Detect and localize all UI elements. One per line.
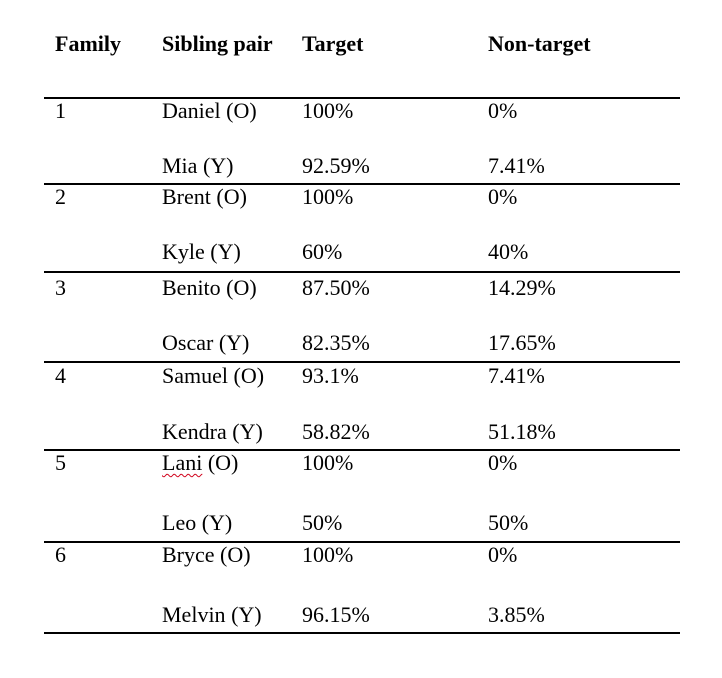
- non-target-value: 14.29%: [488, 275, 556, 300]
- header-family: Family: [55, 31, 121, 56]
- sibling-name: Lani (O): [162, 450, 238, 476]
- family-number: 3: [55, 275, 66, 300]
- non-target-value: 17.65%: [488, 330, 556, 355]
- header-target: Target: [302, 31, 364, 56]
- row-divider: [44, 541, 680, 543]
- header-sibling-pair: Sibling pair: [162, 31, 273, 56]
- sibling-first-name: Bryce: [162, 542, 215, 567]
- sibling-order: (Y): [218, 330, 250, 355]
- header-non-target: Non-target: [488, 31, 591, 56]
- non-target-value: 0%: [488, 98, 518, 123]
- sibling-order: (O): [233, 363, 265, 388]
- sibling-first-name: Melvin: [162, 602, 226, 627]
- sibling-first-name: Benito: [162, 275, 221, 300]
- target-value: 87.50%: [302, 275, 370, 300]
- row-divider: [44, 361, 680, 363]
- sibling-first-name: Leo: [162, 510, 197, 535]
- sibling-order: (O): [226, 275, 257, 300]
- target-value: 100%: [302, 184, 354, 209]
- sibling-order: (O): [220, 542, 251, 567]
- sibling-first-name: Samuel: [162, 363, 228, 388]
- sibling-name: Mia (Y): [162, 153, 234, 179]
- sibling-name: Melvin (Y): [162, 602, 262, 628]
- sibling-name: Oscar (Y): [162, 330, 249, 356]
- target-value: 100%: [302, 542, 354, 567]
- target-value: 93.1%: [302, 363, 359, 388]
- table-bottom-rule: [44, 632, 680, 634]
- family-number: 6: [55, 542, 66, 567]
- sibling-name: Daniel (O): [162, 98, 257, 124]
- sibling-order: (Y): [210, 239, 241, 264]
- row-divider: [44, 271, 680, 273]
- target-value: 92.59%: [302, 153, 370, 178]
- spellcheck-flagged-name[interactable]: Lani: [162, 450, 203, 475]
- sibling-first-name: Kyle: [162, 239, 205, 264]
- non-target-value: 0%: [488, 184, 518, 209]
- family-number: 4: [55, 363, 66, 388]
- target-value: 100%: [302, 98, 354, 123]
- sibling-name: Kendra (Y): [162, 419, 263, 445]
- target-value: 82.35%: [302, 330, 370, 355]
- target-value: 100%: [302, 450, 354, 475]
- sibling-first-name: Kendra: [162, 419, 227, 444]
- target-value: 60%: [302, 239, 343, 264]
- sibling-order: (O): [226, 98, 257, 123]
- target-value: 58.82%: [302, 419, 370, 444]
- sibling-name: Samuel (O): [162, 363, 264, 389]
- target-value: 50%: [302, 510, 343, 535]
- sibling-first-name: Brent: [162, 184, 211, 209]
- sibling-order: (O): [216, 184, 247, 209]
- non-target-value: 50%: [488, 510, 529, 535]
- non-target-value: 40%: [488, 239, 529, 264]
- sibling-order: (Y): [201, 510, 233, 535]
- sibling-name: Brent (O): [162, 184, 247, 210]
- sibling-order: (Y): [202, 153, 234, 178]
- target-value: 96.15%: [302, 602, 370, 627]
- sibling-name: Leo (Y): [162, 510, 232, 536]
- non-target-value: 7.41%: [488, 153, 545, 178]
- sibling-first-name: Daniel: [162, 98, 221, 123]
- sibling-name: Kyle (Y): [162, 239, 241, 265]
- row-divider: [44, 183, 680, 185]
- sibling-order: (Y): [231, 602, 262, 627]
- family-number: 2: [55, 184, 66, 209]
- row-divider: [44, 97, 680, 99]
- sibling-first-name: Oscar: [162, 330, 214, 355]
- family-number: 5: [55, 450, 66, 475]
- sibling-name: Benito (O): [162, 275, 257, 301]
- non-target-value: 0%: [488, 450, 518, 475]
- non-target-value: 7.41%: [488, 363, 545, 388]
- sibling-order: (Y): [232, 419, 263, 444]
- non-target-value: 3.85%: [488, 602, 545, 627]
- sibling-order: (O): [207, 450, 239, 475]
- non-target-value: 51.18%: [488, 419, 556, 444]
- row-divider: [44, 449, 680, 451]
- non-target-value: 0%: [488, 542, 518, 567]
- sibling-first-name: Mia: [162, 153, 198, 178]
- family-number: 1: [55, 98, 66, 123]
- sibling-name: Bryce (O): [162, 542, 251, 568]
